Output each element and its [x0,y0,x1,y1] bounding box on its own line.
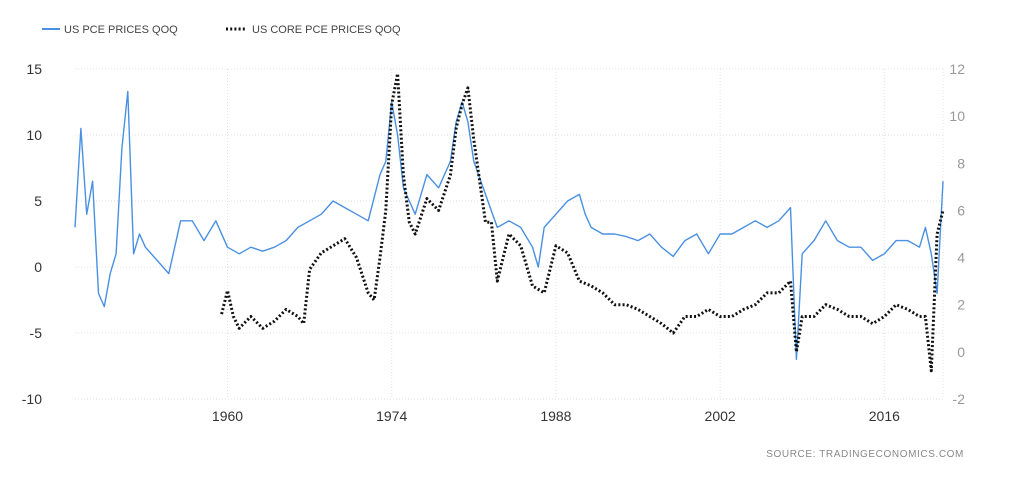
legend: US PCE PRICES QOQ US CORE PCE PRICES QOQ [42,24,401,36]
y-tick-right-label: 10 [949,108,965,124]
y-tick-left-label: 15 [26,61,42,77]
y-tick-left-label: -5 [30,325,43,341]
series-line-pce [74,90,944,361]
gridlines [75,68,944,400]
y-tick-right-label: 4 [957,250,965,266]
series-line-core-pce [220,72,945,373]
legend-item-core-pce[interactable]: US CORE PCE PRICES QOQ [226,24,401,36]
y-tick-left-label: 10 [26,127,42,143]
y-tick-right-label: 6 [957,202,965,218]
legend-label-pce: US PCE PRICES QOQ [64,24,178,36]
y-tick-left-label: 0 [34,259,42,275]
y-tick-right-label: 12 [949,61,965,77]
y-tick-right-label: 2 [957,297,965,313]
y-tick-left-label: 5 [34,193,42,209]
legend-label-core-pce: US CORE PCE PRICES QOQ [252,24,401,36]
series-lines [74,72,945,373]
x-tick-label: 1960 [212,408,243,424]
y-tick-right-label: -2 [953,391,966,407]
y-tick-left-label: -10 [22,391,42,407]
y-tick-right-label: 0 [957,344,965,360]
axes: 15 10 5 0 -5 -10 12 10 8 6 4 2 0 -2 1960 1974 1988 2002 20… [22,61,965,424]
x-tick-label: 2002 [705,408,736,424]
x-tick-label: 1988 [540,408,571,424]
x-tick-label: 1974 [376,408,407,424]
y-tick-right-label: 8 [957,155,965,171]
legend-item-pce[interactable]: US PCE PRICES QOQ [42,24,178,36]
x-tick-label: 2016 [869,408,900,424]
source-label: SOURCE: TRADINGECONOMICS.COM [766,449,964,460]
